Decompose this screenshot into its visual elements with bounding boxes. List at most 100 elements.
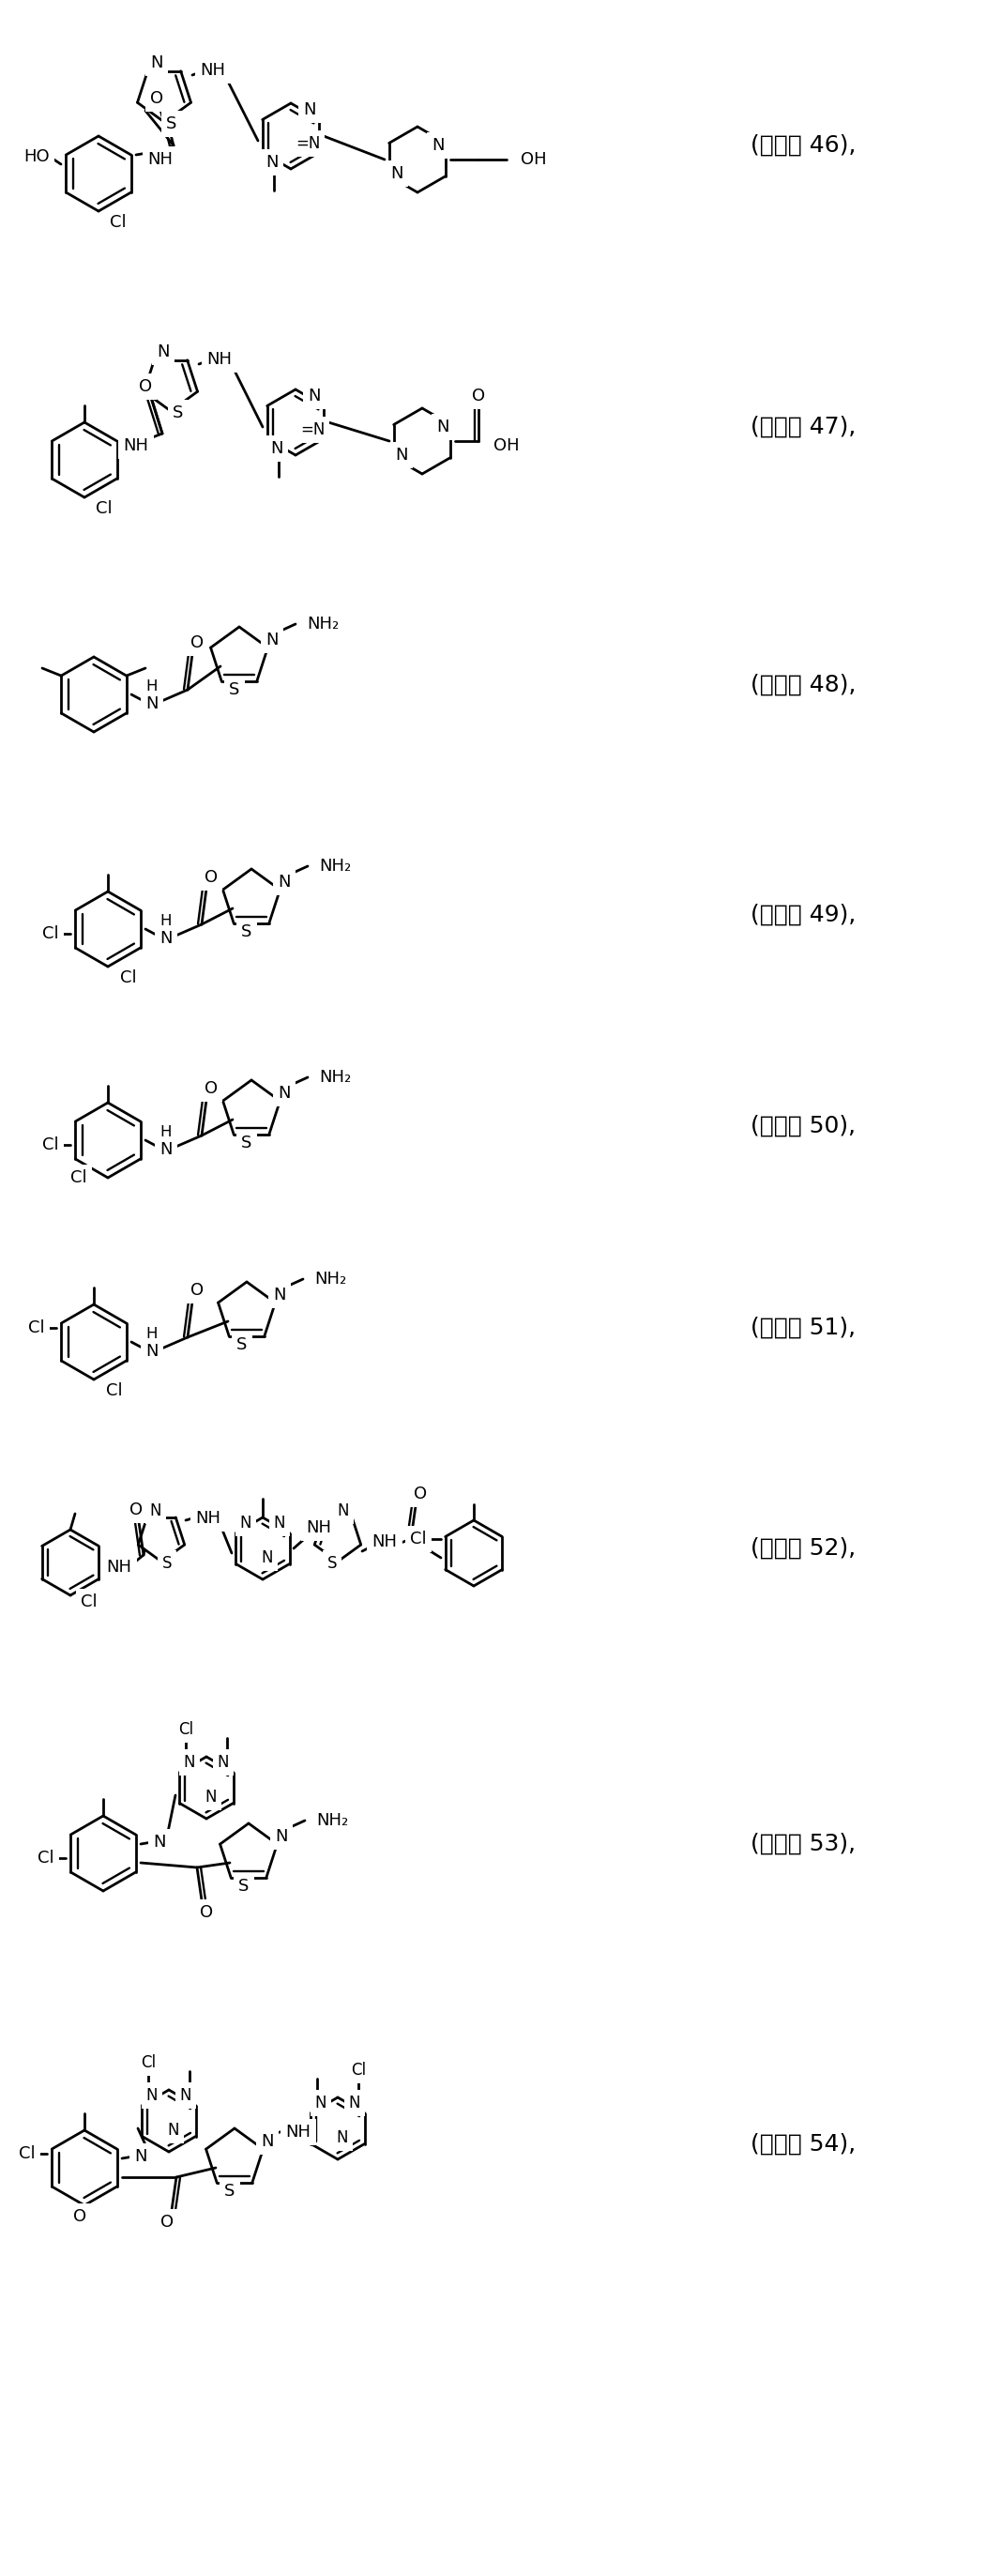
Text: Cl: Cl: [96, 500, 112, 518]
Text: N: N: [304, 100, 316, 118]
Text: S: S: [237, 1337, 247, 1352]
Text: H: H: [146, 1327, 158, 1342]
Text: Cl: Cl: [81, 1595, 98, 1610]
Text: N: N: [134, 2148, 147, 2164]
Text: N: N: [146, 2087, 158, 2105]
Text: O: O: [414, 1486, 427, 1502]
Text: S: S: [242, 922, 252, 940]
Text: N: N: [205, 1788, 217, 1806]
Text: NH: NH: [200, 62, 226, 80]
Text: Cl: Cl: [29, 1319, 45, 1337]
Text: N: N: [390, 165, 403, 183]
Text: N: N: [157, 343, 170, 361]
Text: (化合物 53),: (化合物 53),: [750, 1832, 856, 1855]
Text: N: N: [308, 386, 320, 404]
Text: N: N: [266, 155, 278, 170]
Text: N: N: [278, 873, 291, 891]
Text: NH: NH: [286, 2123, 311, 2141]
Text: N: N: [261, 2133, 274, 2151]
Text: O: O: [150, 90, 164, 108]
Text: S: S: [242, 1133, 252, 1151]
Text: N: N: [273, 1285, 286, 1303]
Text: N: N: [337, 1502, 349, 1520]
Text: O: O: [161, 2213, 174, 2231]
Text: Cl: Cl: [120, 969, 137, 987]
Text: Cl: Cl: [410, 1530, 427, 1548]
Text: O: O: [204, 868, 218, 886]
Text: N: N: [183, 1754, 195, 1770]
Text: Cl: Cl: [106, 1383, 122, 1399]
Text: O: O: [190, 1283, 204, 1298]
Text: NH: NH: [307, 1520, 331, 1535]
Text: N: N: [150, 1502, 162, 1520]
Text: H: H: [160, 1123, 172, 1141]
Text: (化合物 47),: (化合物 47),: [750, 415, 856, 438]
Text: NH: NH: [123, 438, 149, 453]
Text: Cl: Cl: [178, 1721, 193, 1739]
Text: N: N: [179, 2087, 191, 2105]
Text: NH: NH: [372, 1533, 397, 1551]
Text: HO: HO: [24, 149, 49, 165]
Text: N: N: [168, 2123, 179, 2138]
Text: (化合物 46),: (化合物 46),: [750, 134, 856, 157]
Text: N: N: [261, 1548, 273, 1566]
Text: O: O: [200, 1904, 213, 1922]
Text: Cl: Cl: [71, 1170, 87, 1185]
Text: NH₂: NH₂: [319, 1069, 351, 1084]
Text: S: S: [229, 680, 240, 698]
Text: N: N: [270, 440, 283, 456]
Text: Cl: Cl: [37, 1850, 54, 1868]
Text: S: S: [225, 2182, 236, 2200]
Text: NH: NH: [195, 1510, 221, 1528]
Text: (化合物 50),: (化合物 50),: [750, 1115, 856, 1139]
Text: NH: NH: [207, 350, 232, 368]
Text: S: S: [327, 1556, 337, 1571]
Text: N: N: [160, 1141, 173, 1159]
Text: N: N: [153, 1834, 166, 1850]
Text: (化合物 48),: (化合物 48),: [750, 675, 856, 696]
Text: O: O: [129, 1502, 143, 1517]
Text: N: N: [274, 1515, 285, 1533]
Text: N: N: [240, 1515, 251, 1533]
Text: N: N: [146, 1342, 159, 1360]
Text: S: S: [173, 404, 183, 422]
Text: =N: =N: [296, 134, 320, 152]
Text: N: N: [160, 930, 173, 948]
Text: N: N: [275, 1829, 288, 1844]
Text: N: N: [395, 446, 408, 464]
Text: N: N: [146, 696, 159, 714]
Text: Cl: Cl: [42, 925, 59, 943]
Text: NH: NH: [106, 1558, 132, 1577]
Text: NH₂: NH₂: [307, 616, 339, 634]
Text: S: S: [167, 116, 177, 131]
Text: (化合物 52),: (化合物 52),: [750, 1538, 856, 1558]
Text: NH: NH: [147, 152, 173, 167]
Text: N: N: [349, 2094, 361, 2112]
Text: S: S: [239, 1878, 249, 1896]
Text: N: N: [315, 2094, 326, 2112]
Text: Cl: Cl: [42, 1136, 59, 1154]
Text: N: N: [437, 417, 450, 435]
Text: O: O: [190, 634, 204, 652]
Text: Cl: Cl: [141, 2053, 156, 2071]
Text: (化合物 54),: (化合物 54),: [750, 2133, 856, 2156]
Text: O: O: [139, 379, 152, 394]
Text: Cl: Cl: [19, 2146, 35, 2161]
Text: OH: OH: [493, 438, 520, 453]
Text: O: O: [472, 386, 485, 404]
Text: H: H: [160, 912, 172, 930]
Text: S: S: [162, 1556, 172, 1571]
Text: OH: OH: [521, 152, 546, 167]
Text: N: N: [266, 631, 278, 649]
Text: N: N: [336, 2130, 348, 2146]
Text: =N: =N: [300, 422, 325, 438]
Text: N: N: [278, 1084, 291, 1103]
Text: Cl: Cl: [351, 2061, 366, 2079]
Text: NH₂: NH₂: [319, 858, 351, 876]
Text: N: N: [432, 137, 445, 155]
Text: H: H: [146, 677, 158, 696]
Text: O: O: [73, 2208, 87, 2226]
Text: (化合物 51),: (化合物 51),: [750, 1316, 856, 1340]
Text: N: N: [218, 1754, 229, 1770]
Text: Cl: Cl: [109, 214, 126, 232]
